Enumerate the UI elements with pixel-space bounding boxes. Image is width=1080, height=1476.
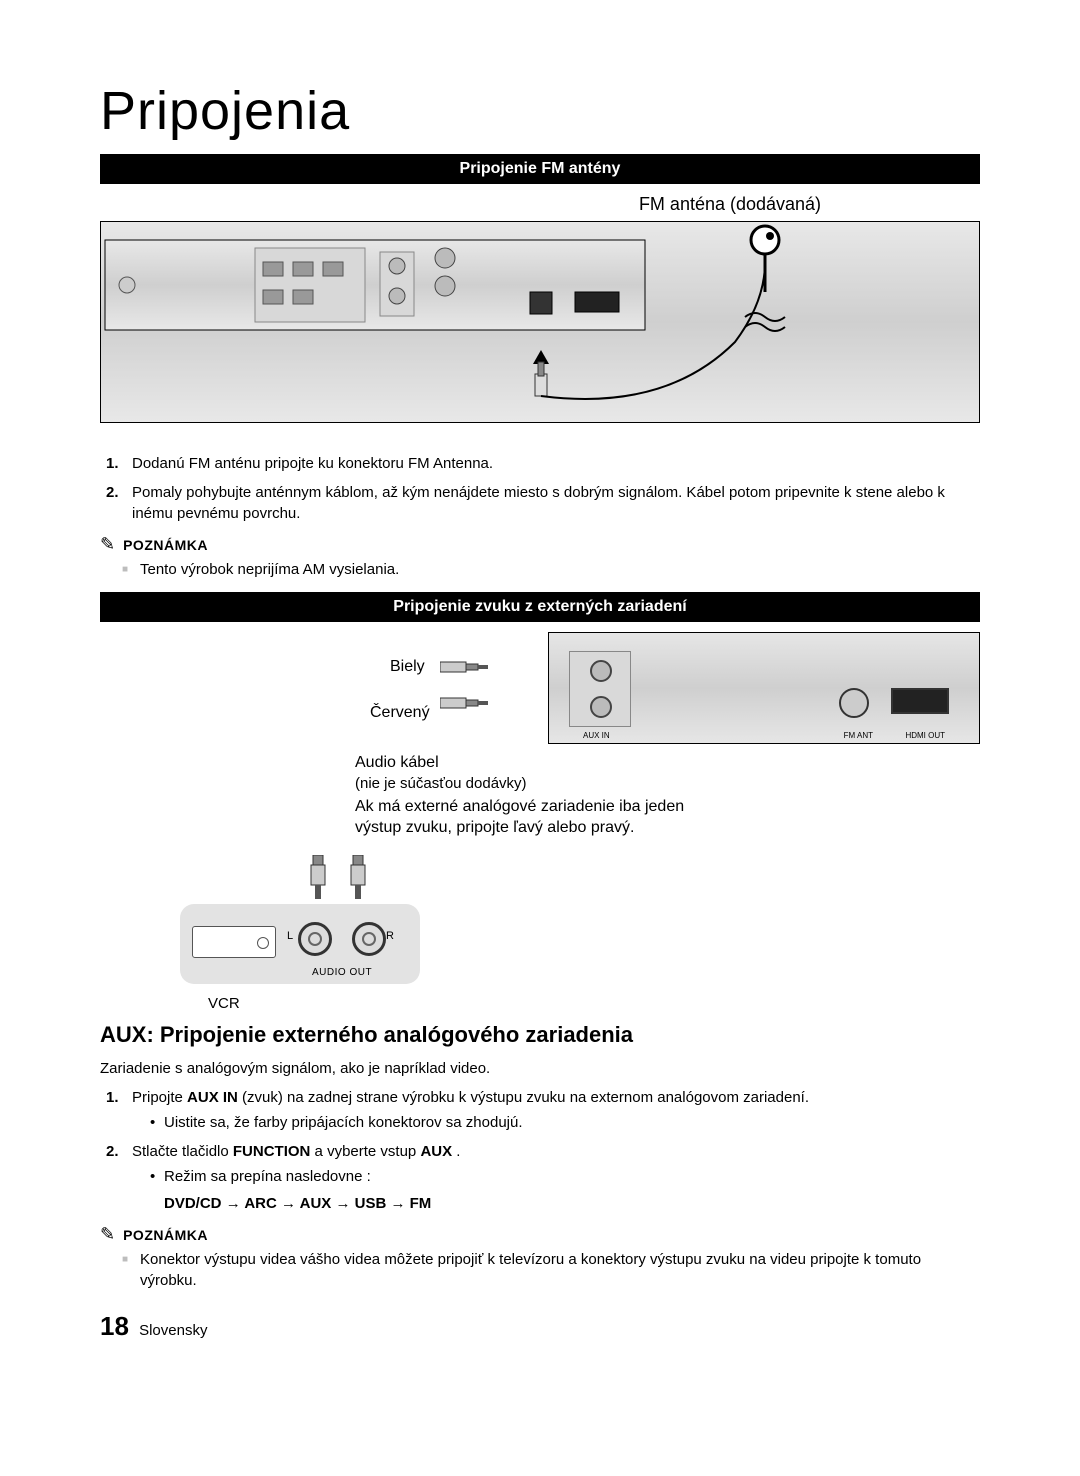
note-1-text: Tento výrobok neprijíma AM vysielania. — [100, 559, 980, 580]
mode-sequence: DVD/CD → ARC → AUX → USB → FM — [132, 1193, 980, 1214]
aux-intro: Zariadenie s analógovým signálom, ako je… — [100, 1060, 980, 1077]
note-label: POZNÁMKA — [123, 537, 208, 553]
rca-plug-red-icon — [440, 696, 490, 710]
s2-1-b1: FUNCTION — [233, 1143, 311, 1160]
label-red: Červený — [370, 704, 430, 722]
label-white: Biely — [390, 658, 425, 676]
jack-l-icon — [298, 922, 332, 956]
note-icon: ✎ — [100, 534, 115, 555]
fm-diagram — [100, 221, 980, 423]
fm-step-1: Dodanú FM anténu pripojte ku konektoru F… — [100, 453, 980, 474]
page-footer: 18 Slovensky — [100, 1311, 980, 1342]
s2-1-mid: a vyberte vstup — [310, 1143, 420, 1160]
analog-note-2: výstup zvuku, pripojte ľavý alebo pravý. — [355, 817, 785, 839]
audio-cable-heading: Audio kábel — [355, 752, 785, 774]
fm-ant-label: FM ANT — [844, 731, 873, 740]
s2-0-pre: Pripojte — [132, 1089, 187, 1106]
chapter-title: Pripojenia — [100, 80, 980, 142]
s2-1-bullet: Režim sa prepína nasledovne : — [150, 1166, 980, 1187]
hdmi-out-label: HDMI OUT — [905, 731, 945, 740]
mode-0: DVD/CD — [164, 1195, 222, 1212]
page-number: 18 — [100, 1311, 129, 1341]
note-row-1: ✎ POZNÁMKA — [100, 534, 980, 555]
note-icon: ✎ — [100, 1224, 115, 1245]
section-bar-ext: Pripojenie zvuku z externých zariadení — [100, 592, 980, 622]
aux-steps: Pripojte AUX IN (zvuk) na zadnej strane … — [100, 1087, 980, 1214]
aux-diagram: AUX IN FM ANT HDMI OUT Biely Červený Aud… — [100, 632, 980, 992]
jack-r-icon — [352, 922, 386, 956]
jack-r-label: R — [386, 930, 394, 942]
aux-step-1: Pripojte AUX IN (zvuk) na zadnej strane … — [100, 1087, 980, 1133]
s2-0-b1: AUX IN — [187, 1089, 238, 1106]
aux-in-label: AUX IN — [583, 731, 610, 740]
jack-l-label: L — [287, 930, 293, 942]
mode-2: AUX — [300, 1195, 332, 1212]
mode-3: USB — [355, 1195, 387, 1212]
vcr-plugs-icon — [300, 855, 376, 904]
analog-note-1: Ak má externé analógové zariadenie iba j… — [355, 796, 785, 818]
not-included: (nie je súčasťou dodávky) — [355, 774, 785, 794]
s2-0-bullet: Uistite sa, že farby pripájacích konekto… — [150, 1112, 980, 1133]
s2-1-pre: Stlačte tlačidlo — [132, 1143, 233, 1160]
audio-out-label: AUDIO OUT — [312, 967, 372, 978]
note-row-2: ✎ POZNÁMKA — [100, 1224, 980, 1245]
vcr-box: L R AUDIO OUT — [180, 904, 420, 984]
fm-diagram-svg — [101, 222, 979, 422]
fm-steps: Dodanú FM anténu pripojte ku konektoru F… — [100, 453, 980, 524]
section-bar-fm: Pripojenie FM antény — [100, 154, 980, 184]
mode-1: ARC — [244, 1195, 277, 1212]
aux-step-2: Stlačte tlačidlo FUNCTION a vyberte vstu… — [100, 1141, 980, 1214]
note-2-text: Konektor výstupu videa vášho videa môžet… — [100, 1249, 980, 1291]
vcr-device-icon — [192, 926, 276, 958]
mode-4: FM — [410, 1195, 432, 1212]
fm-antenna-label: FM anténa (dodávaná) — [480, 194, 980, 215]
rca-plug-white-icon — [440, 660, 490, 674]
vcr-label: VCR — [208, 995, 240, 1012]
s2-1-b2: AUX — [420, 1143, 452, 1160]
audio-cable-text: Audio kábel (nie je súčasťou dodávky) Ak… — [355, 752, 785, 839]
aux-heading: AUX: Pripojenie externého analógového za… — [100, 1022, 980, 1048]
rear-panel-zoom: AUX IN FM ANT HDMI OUT — [548, 632, 980, 744]
s2-0-post: (zvuk) na zadnej strane výrobku k výstup… — [238, 1089, 809, 1106]
language-label: Slovensky — [139, 1322, 207, 1339]
s2-1-post: . — [452, 1143, 460, 1160]
note-label-2: POZNÁMKA — [123, 1227, 208, 1243]
fm-step-2: Pomaly pohybujte anténnym káblom, až kým… — [100, 482, 980, 524]
